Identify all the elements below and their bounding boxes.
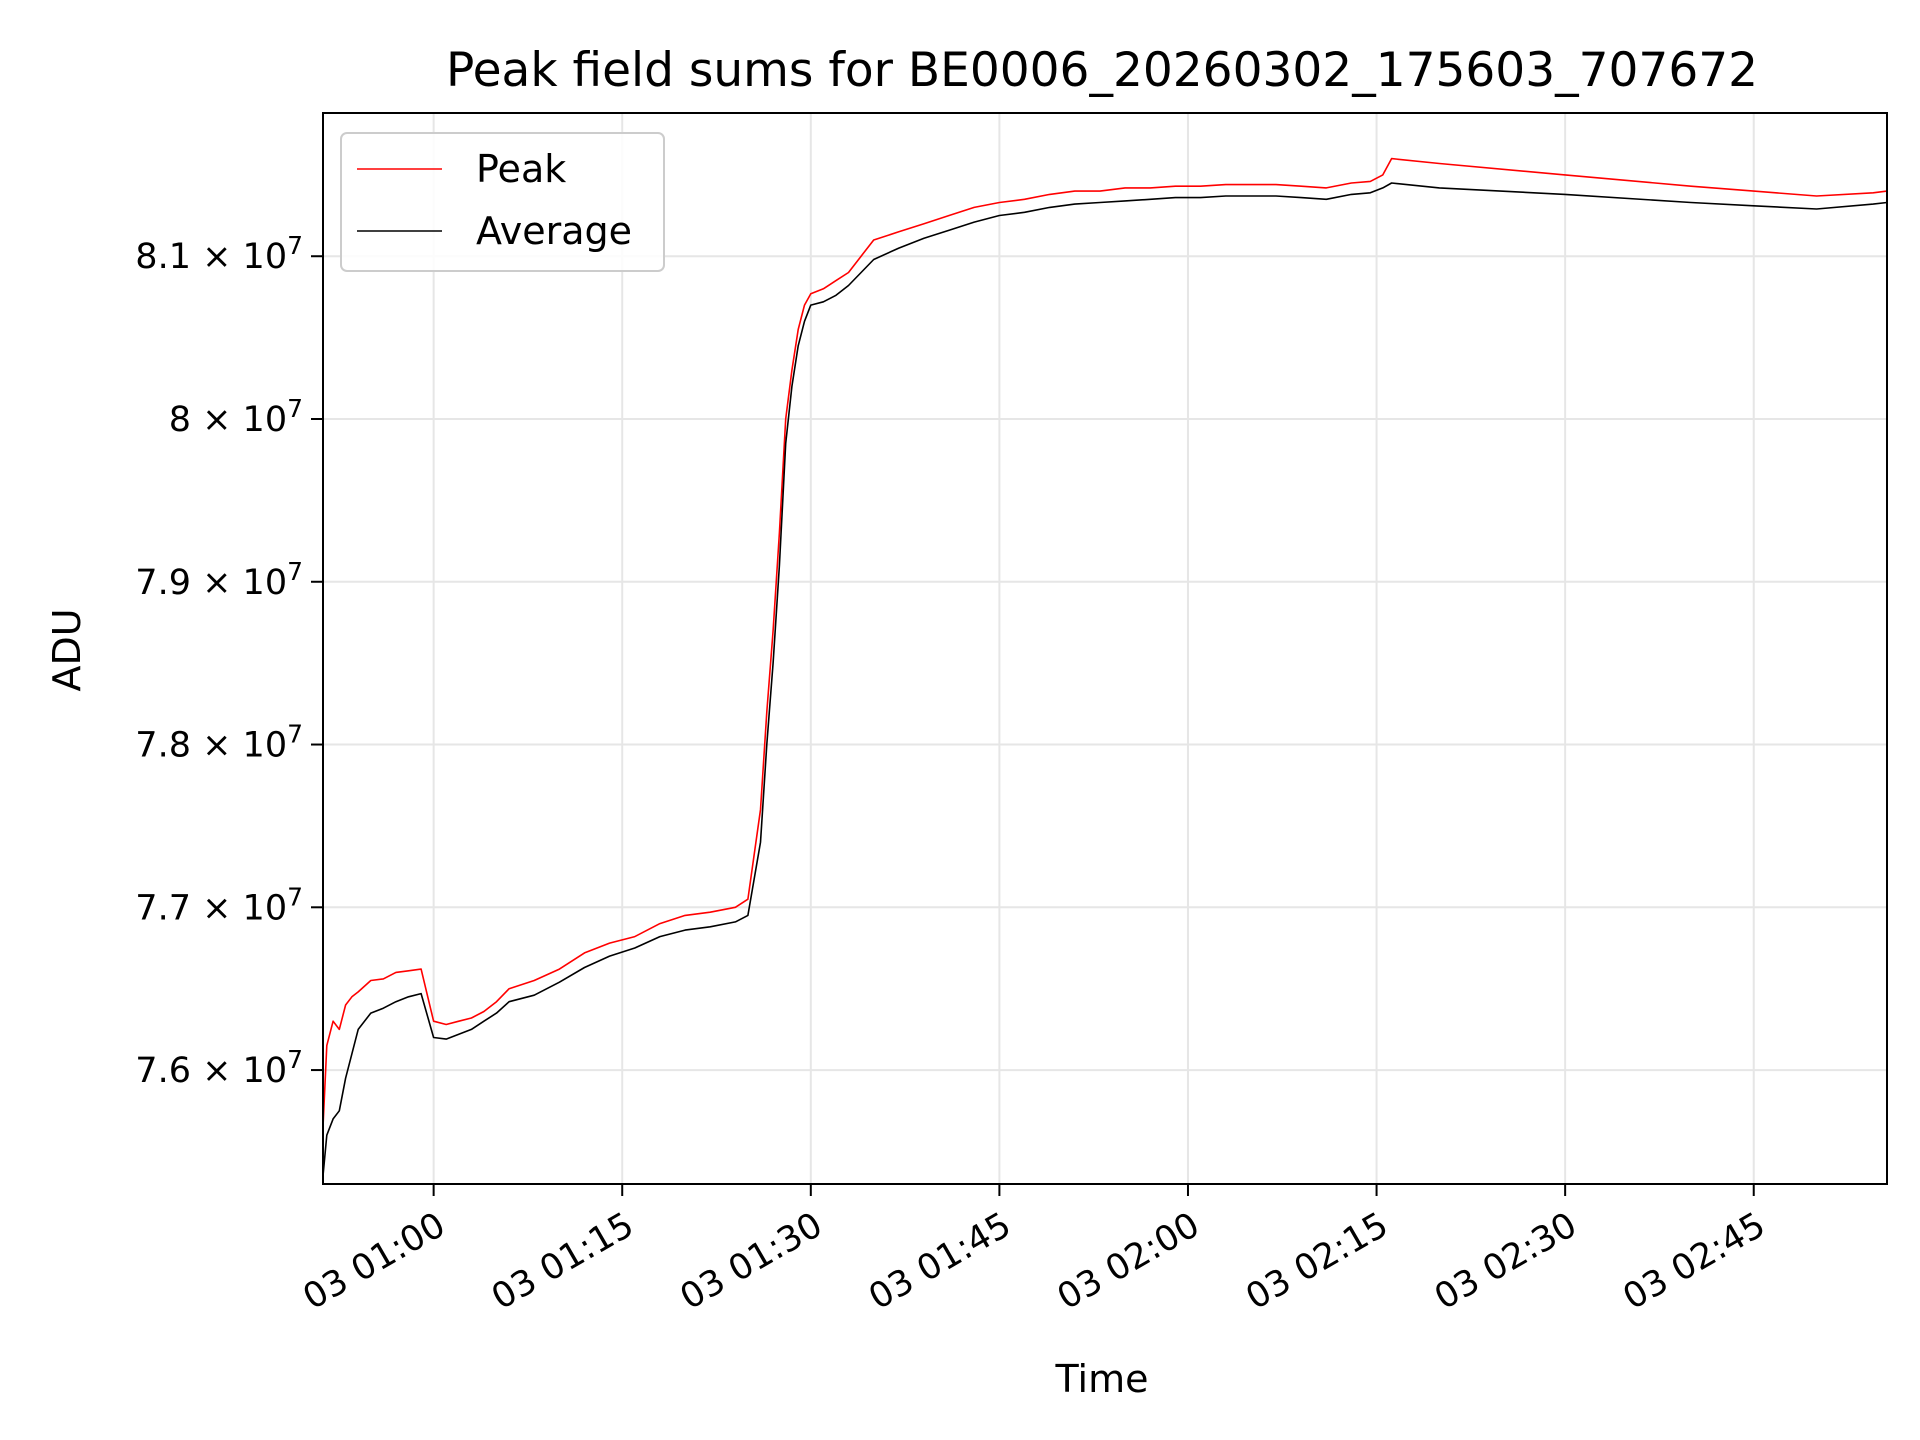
y-tick-exponent: 7 — [287, 557, 303, 586]
y-tick-base: × 10 — [202, 400, 287, 440]
y-tick-exponent: 7 — [287, 394, 303, 423]
legend-label-average: Average — [476, 209, 632, 253]
y-tick-mantissa: 8 — [169, 400, 202, 440]
y-tick-base: × 10 — [202, 1051, 287, 1091]
grid-lines — [323, 113, 1887, 1184]
y-tick-label: 7.7 × 107 — [135, 882, 303, 928]
y-tick-exponent: 7 — [287, 231, 303, 260]
legend-label-peak: Peak — [476, 147, 566, 191]
y-tick-exponent: 7 — [287, 720, 303, 749]
y-tick-label: 7.8 × 107 — [135, 720, 303, 766]
y-tick-label: 7.6 × 107 — [135, 1045, 303, 1091]
series-line-peak — [322, 157, 1888, 1128]
legend-box — [340, 132, 665, 272]
series-layer — [322, 157, 1888, 1176]
y-tick-label: 7.9 × 107 — [135, 557, 303, 603]
y-tick-mantissa: 7.7 — [135, 888, 202, 928]
x-axis-label: Time — [1055, 1357, 1149, 1401]
y-tick-label: 8 × 107 — [169, 394, 303, 440]
y-tick-exponent: 7 — [287, 882, 303, 911]
y-tick-mantissa: 7.6 — [135, 1051, 202, 1091]
y-tick-exponent: 7 — [287, 1045, 303, 1074]
legend: Peak Average — [340, 132, 665, 272]
y-tick-base: × 10 — [202, 888, 287, 928]
y-tick-base: × 10 — [202, 237, 287, 277]
series-line-average — [322, 182, 1888, 1176]
y-tick-mantissa: 7.8 — [135, 726, 202, 766]
y-axis-label: ADU — [45, 608, 89, 691]
chart-title: Peak field sums for BE0006_20260302_1756… — [446, 43, 1758, 98]
y-tick-mantissa: 8.1 — [135, 237, 202, 277]
y-tick-base: × 10 — [202, 563, 287, 603]
plot-frame — [322, 112, 1888, 1185]
y-tick-mantissa: 7.9 — [135, 563, 202, 603]
y-tick-label: 8.1 × 107 — [135, 231, 303, 277]
y-tick-base: × 10 — [202, 726, 287, 766]
